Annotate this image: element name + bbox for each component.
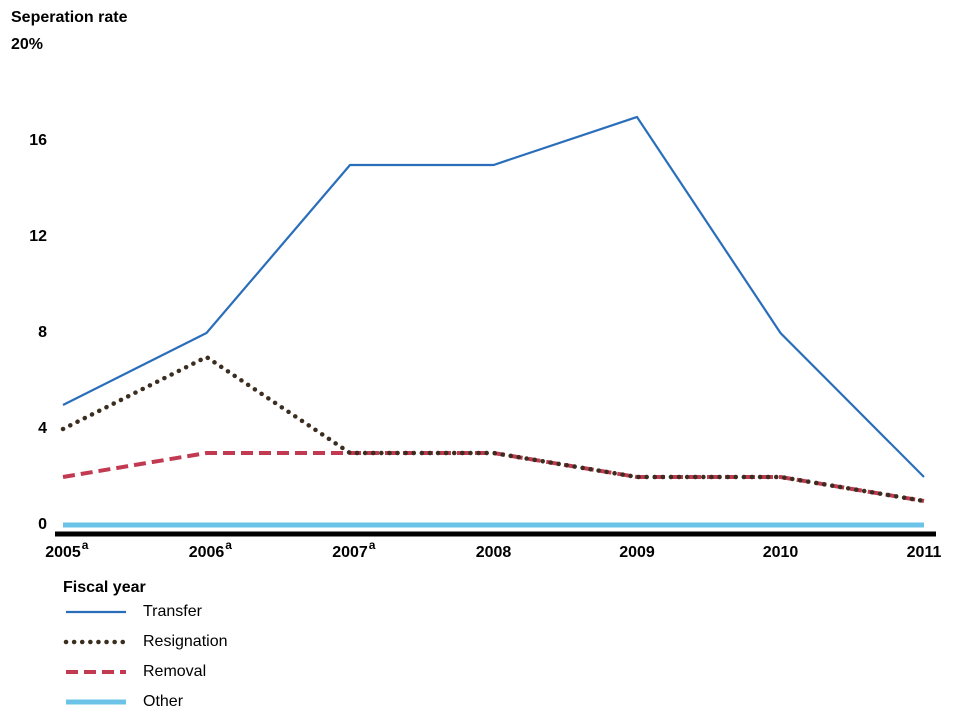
legend-label: Transfer [143,603,203,620]
y-tick-label: 0 [38,516,47,533]
legend-label: Resignation [143,633,228,650]
legend-label: Removal [143,663,206,680]
legend-label: Other [143,693,184,710]
series-line [62,451,925,503]
x-tick-note: a [82,538,89,552]
series-line [60,354,927,504]
x-tick-label: 2007 [332,544,368,561]
x-tick-label: 2011 [907,544,942,561]
y-tick-label: 20% [11,36,43,53]
x-tick-note: a [225,538,232,552]
x-tick-label: 2006 [189,544,225,561]
y-tick-label: 8 [38,324,47,341]
y-tick-label: 4 [38,420,47,437]
x-tick-note: a [369,538,376,552]
y-tick-label: 16 [29,132,47,149]
x-tick-label: 2005 [45,544,81,561]
series-line [62,115,925,478]
x-tick-label: 2008 [476,544,512,561]
y-tick-label: 12 [29,228,47,245]
x-tick-label: 2010 [763,544,799,561]
x-tick-label: 2009 [619,544,655,561]
y-axis-title: Seperation rate [11,9,128,26]
x-axis-title: Fiscal year [63,579,146,596]
